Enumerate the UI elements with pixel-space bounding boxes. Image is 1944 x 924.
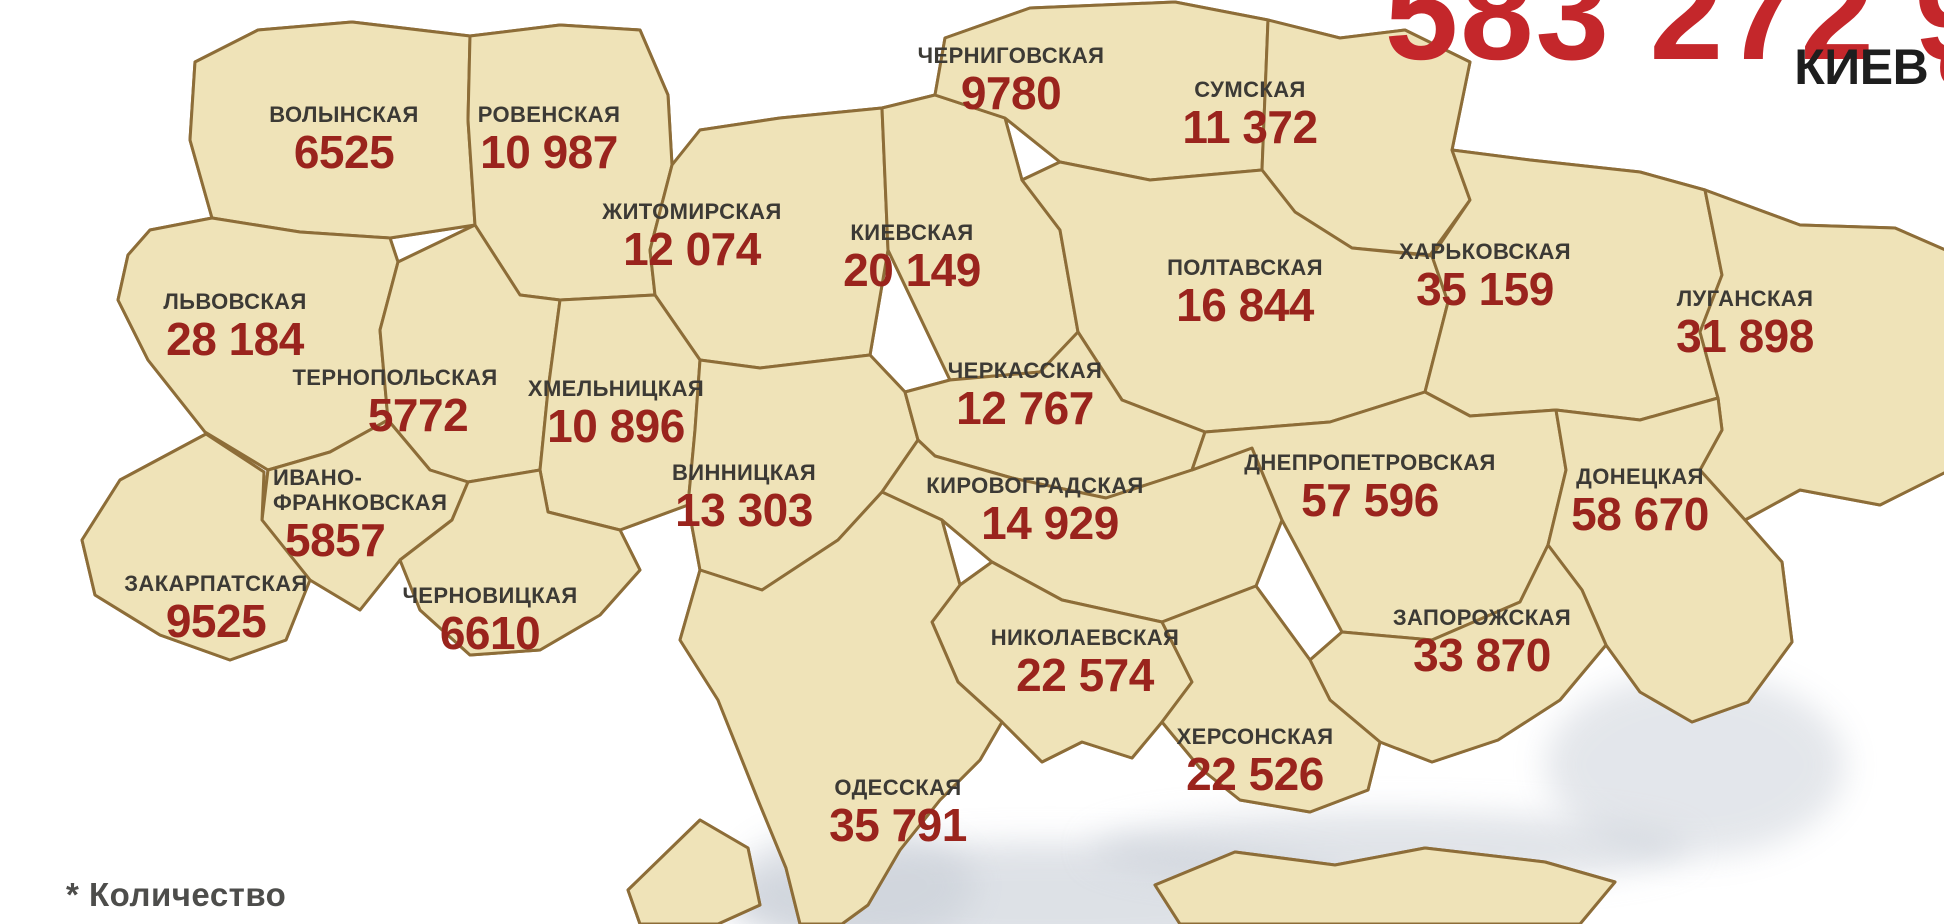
footnote: * Количество xyxy=(66,876,287,913)
region-texture xyxy=(626,818,762,924)
region-texture xyxy=(678,490,1004,924)
region-texture xyxy=(538,293,702,532)
kyiv-label: КИЕВ xyxy=(1794,39,1929,95)
kyiv-total: КИЕВ6 xyxy=(1794,42,1944,92)
region-texture xyxy=(1160,584,1382,814)
region-texture xyxy=(1423,148,1724,422)
region-texture xyxy=(188,20,477,240)
region-texture xyxy=(1698,188,1944,522)
kyiv-value-partial: 6 xyxy=(1938,39,1944,95)
region-texture xyxy=(880,438,1284,624)
region-texture xyxy=(648,106,890,370)
region-texture xyxy=(1153,846,1617,924)
region-texture xyxy=(116,216,400,472)
total-count-cutoff-digit: 9 xyxy=(1915,0,1944,87)
texture-layer xyxy=(80,0,1944,924)
region-texture xyxy=(398,468,642,657)
region-texture xyxy=(466,23,674,302)
total-count: 583 272 9 xyxy=(1385,0,1944,80)
region-texture xyxy=(80,432,312,662)
azov-sea-shading xyxy=(1545,673,1845,857)
total-count-value: 583 272 xyxy=(1384,0,1876,87)
